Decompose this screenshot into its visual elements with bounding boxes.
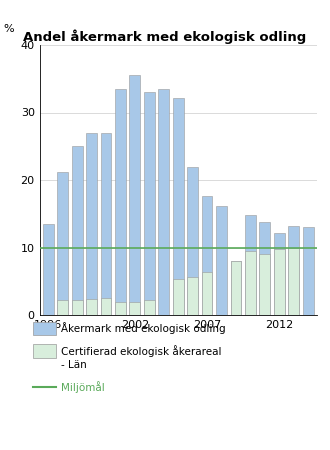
Bar [144, 92, 155, 315]
Text: %: % [4, 24, 14, 34]
Text: - Län: - Län [61, 360, 87, 369]
Bar [187, 166, 198, 315]
Bar [216, 206, 227, 315]
Bar [129, 302, 140, 315]
Bar [303, 227, 314, 315]
Bar [173, 279, 183, 315]
Bar [144, 300, 155, 315]
Bar [259, 222, 270, 315]
Bar [72, 300, 82, 315]
Bar [274, 249, 285, 315]
Bar [129, 75, 140, 315]
Bar [158, 89, 169, 315]
Bar [173, 98, 183, 315]
Bar [245, 251, 256, 315]
Bar [86, 133, 97, 315]
Bar [202, 196, 213, 315]
Bar [231, 261, 241, 315]
Bar [231, 261, 241, 315]
Bar [245, 215, 256, 315]
Bar [274, 233, 285, 315]
Bar [57, 172, 68, 315]
Bar [115, 302, 126, 315]
Bar [259, 254, 270, 315]
Text: Miljömål: Miljömål [61, 381, 105, 393]
Bar [86, 299, 97, 315]
Bar [288, 226, 299, 315]
Bar [115, 89, 126, 315]
Bar [43, 224, 54, 315]
Bar [202, 273, 213, 315]
Bar [72, 146, 82, 315]
Bar [187, 276, 198, 315]
Bar [101, 133, 112, 315]
Text: Åkermark med ekologisk odling: Åkermark med ekologisk odling [61, 323, 226, 334]
Bar [101, 298, 112, 315]
Bar [57, 300, 68, 315]
Text: Andel åkermark med ekologisk odling: Andel åkermark med ekologisk odling [23, 29, 307, 44]
Text: Certifierad ekologisk åkerareal: Certifierad ekologisk åkerareal [61, 345, 221, 357]
Bar [288, 248, 299, 315]
